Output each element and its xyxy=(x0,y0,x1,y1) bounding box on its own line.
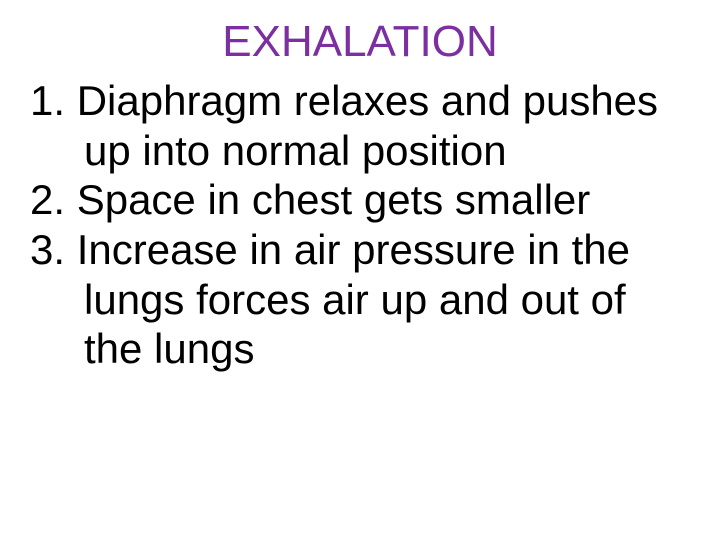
slide: EXHALATION 1. Diaphragm relaxes and push… xyxy=(0,0,720,540)
list-item-text: Increase in air pressure in the lungs fo… xyxy=(77,226,630,372)
list-item-text: Space in chest gets smaller xyxy=(77,176,591,223)
list-item-number: 3. xyxy=(30,226,65,273)
list-item-number: 2. xyxy=(30,176,65,223)
list-item: 2. Space in chest gets smaller xyxy=(30,175,690,225)
slide-list: 1. Diaphragm relaxes and pushes up into … xyxy=(30,76,690,373)
list-item: 3. Increase in air pressure in the lungs… xyxy=(30,225,690,374)
list-item: 1. Diaphragm relaxes and pushes up into … xyxy=(30,76,690,175)
slide-title: EXHALATION xyxy=(70,18,650,66)
list-item-text: Diaphragm relaxes and pushes up into nor… xyxy=(77,77,658,174)
list-item-number: 1. xyxy=(30,77,65,124)
